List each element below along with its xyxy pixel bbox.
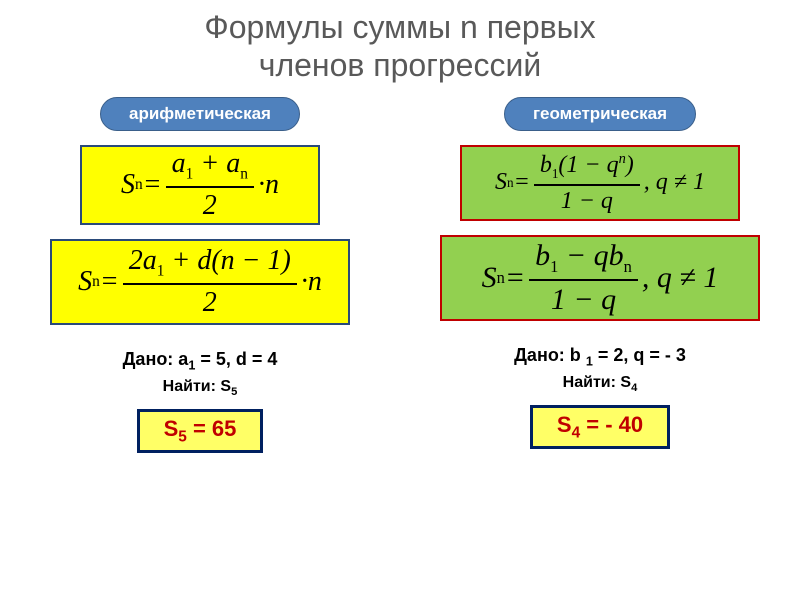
ans-prefix: S	[164, 416, 179, 441]
ans-sub: 4	[572, 424, 581, 441]
title-line-1: Формулы суммы n первых	[204, 9, 595, 45]
geom-formula-1: Sn = b1(1 − qn) 1 − q , q ≠ 1	[460, 145, 740, 221]
content-columns: арифметическая Sn = a1 + an 2 ·n Sn = 2a…	[0, 97, 800, 453]
arith-formula-2: Sn = 2a1 + d(n − 1) 2 ·n	[50, 239, 350, 325]
arithmetic-pill: арифметическая	[100, 97, 300, 131]
arith-answer: S5 = 65	[137, 409, 264, 453]
find-prefix: Найти: S	[163, 378, 231, 395]
geometric-pill: геометрическая	[504, 97, 696, 131]
arith-given: Дано: a1 = 5, d = 4	[123, 349, 278, 373]
title-line-2: членов прогрессий	[259, 47, 541, 83]
geom-answer: S4 = - 40	[530, 405, 670, 449]
find-sub: 5	[231, 387, 237, 399]
ans-value: = 65	[187, 416, 237, 441]
given-rest: = 2, q = - 3	[593, 345, 686, 365]
geom-find: Найти: S4	[563, 374, 638, 394]
ans-sub: 5	[178, 428, 187, 445]
geom-formula-2: Sn = b1 − qbn 1 − q , q ≠ 1	[440, 235, 760, 321]
given-rest: = 5, d = 4	[195, 349, 277, 369]
given-sub: 1	[586, 354, 593, 368]
arithmetic-column: арифметическая Sn = a1 + an 2 ·n Sn = 2a…	[10, 97, 390, 453]
given-prefix: Дано: b	[514, 345, 586, 365]
given-prefix: Дано: a	[123, 349, 189, 369]
arith-formula-1: Sn = a1 + an 2 ·n	[80, 145, 320, 225]
ans-value: = - 40	[580, 412, 643, 437]
find-sub: 4	[631, 383, 637, 395]
slide-title: Формулы суммы n первых членов прогрессий	[0, 0, 800, 85]
find-prefix: Найти: S	[563, 374, 631, 391]
geometric-column: геометрическая Sn = b1(1 − qn) 1 − q , q…	[410, 97, 790, 453]
ans-prefix: S	[557, 412, 572, 437]
arith-find: Найти: S5	[163, 378, 238, 398]
geom-given: Дано: b 1 = 2, q = - 3	[514, 345, 686, 369]
